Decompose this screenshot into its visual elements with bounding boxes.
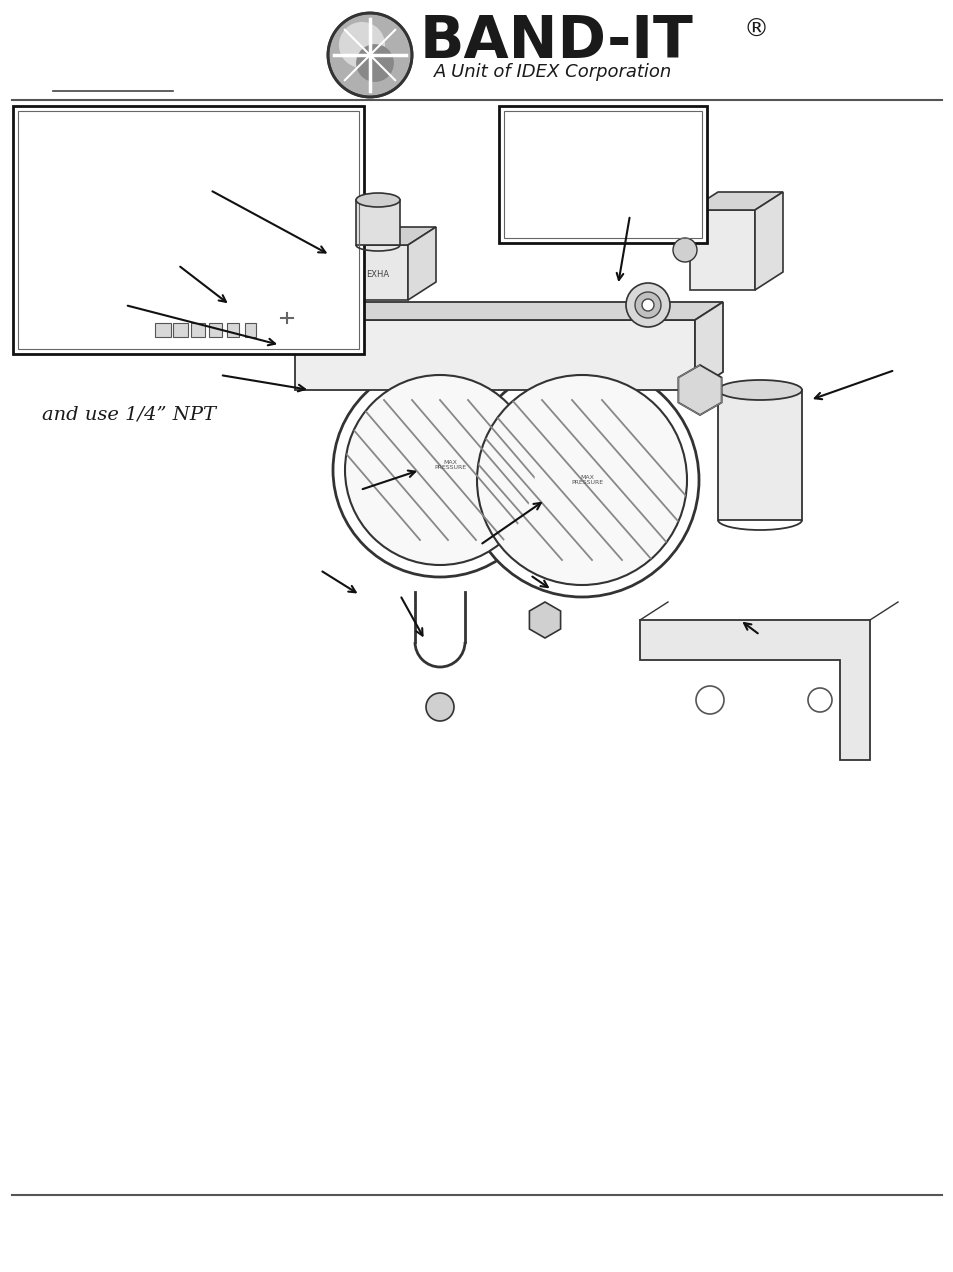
Circle shape xyxy=(625,282,669,327)
Bar xyxy=(718,391,801,520)
Bar xyxy=(191,323,205,337)
Bar xyxy=(172,323,188,337)
Bar xyxy=(503,111,701,238)
Text: EXHA: EXHA xyxy=(366,271,389,280)
Bar xyxy=(209,323,222,337)
Circle shape xyxy=(328,13,412,97)
Polygon shape xyxy=(695,301,722,391)
Text: MAX
PRESSURE: MAX PRESSURE xyxy=(570,474,602,486)
Bar xyxy=(154,323,171,337)
Bar xyxy=(245,323,255,337)
Polygon shape xyxy=(678,365,720,415)
Polygon shape xyxy=(408,226,436,300)
Ellipse shape xyxy=(355,193,399,207)
Polygon shape xyxy=(294,321,695,391)
Bar xyxy=(18,111,359,349)
Polygon shape xyxy=(754,192,782,290)
Circle shape xyxy=(464,363,699,597)
Ellipse shape xyxy=(718,380,801,399)
Polygon shape xyxy=(689,210,754,290)
Circle shape xyxy=(333,363,546,577)
Circle shape xyxy=(345,375,535,565)
Polygon shape xyxy=(529,602,560,639)
Bar xyxy=(274,290,305,340)
Polygon shape xyxy=(294,301,722,321)
Polygon shape xyxy=(348,245,408,300)
Polygon shape xyxy=(348,226,436,245)
Circle shape xyxy=(696,686,723,714)
Polygon shape xyxy=(639,619,869,759)
Circle shape xyxy=(338,22,385,69)
Bar xyxy=(227,323,239,337)
Bar xyxy=(13,106,364,354)
Circle shape xyxy=(635,293,660,318)
Text: MAX
PRESSURE: MAX PRESSURE xyxy=(434,459,466,471)
Text: BAND-IT: BAND-IT xyxy=(419,14,693,70)
Circle shape xyxy=(426,693,454,721)
Text: ®: ® xyxy=(743,18,768,42)
Circle shape xyxy=(476,375,686,585)
Circle shape xyxy=(641,299,654,310)
Circle shape xyxy=(807,688,831,712)
Text: A Unit of IDEX Corporation: A Unit of IDEX Corporation xyxy=(434,64,672,81)
Bar xyxy=(355,200,399,245)
Text: and use 1/4” NPT: and use 1/4” NPT xyxy=(42,406,215,424)
Bar xyxy=(498,106,706,243)
Circle shape xyxy=(672,238,697,262)
Circle shape xyxy=(355,45,394,81)
Polygon shape xyxy=(689,192,782,210)
